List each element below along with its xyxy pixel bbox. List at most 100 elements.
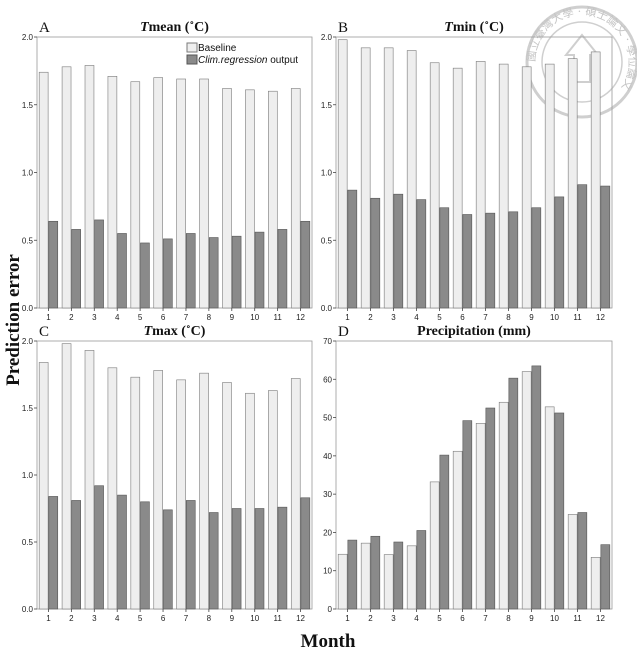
bar-c-baseline-12 — [290, 378, 301, 610]
panel-b: 0.00.51.01.52.01 2 3 4 5 6 7 8 9 10 11 12B Tmin (˚C) — [321, 20, 613, 322]
bar-d-baseline-10 — [544, 406, 555, 610]
x-tick-label-b-10: 10 — [550, 313, 559, 322]
x-tick-label-d-9: 9 — [529, 614, 534, 623]
x-tick-label-b-12: 12 — [596, 313, 605, 322]
legend: Baseline Clim.regression output — [186, 42, 298, 66]
x-tick-label-c-8: 8 — [207, 614, 212, 623]
bar-a-clim-6 — [163, 238, 173, 309]
x-tick-label-a-12: 12 — [296, 313, 305, 322]
bar-b-clim-10 — [554, 196, 565, 309]
panel-letter-c: C — [39, 324, 49, 340]
y-tick-label-a-4: 2.0 — [22, 33, 34, 42]
bar-a-clim-4 — [117, 233, 127, 309]
bar-c-baseline-1 — [38, 362, 49, 610]
bar-c-baseline-8 — [199, 372, 209, 610]
bar-c-baseline-5 — [130, 376, 141, 610]
bar-c-baseline-7 — [176, 379, 186, 610]
university-seal-watermark: 國立臺灣大學 · 碩士論文 · 學位論文 — [525, 5, 637, 119]
y-tick-label-a-2: 1.0 — [22, 169, 34, 178]
y-tick-label-d-5: 50 — [323, 414, 332, 423]
y-tick-label-b-4: 2.0 — [321, 33, 333, 42]
bar-c-baseline-6 — [153, 370, 163, 610]
y-tick-label-d-1: 10 — [323, 567, 332, 576]
x-tick-label-a-4: 4 — [115, 313, 120, 322]
bar-c-baseline-9 — [222, 382, 232, 610]
bar-b-clim-2 — [370, 197, 381, 309]
bar-b-baseline-3 — [383, 47, 394, 309]
bar-b-clim-4 — [416, 199, 427, 309]
bar-b-baseline-9 — [521, 66, 532, 309]
bar-a-baseline-12 — [290, 88, 301, 309]
x-tick-label-b-3: 3 — [391, 313, 396, 322]
legend-label-clim-italic: Clim.regression — [198, 55, 268, 66]
bar-b-clim-11 — [577, 184, 588, 309]
bar-d-baseline-2 — [360, 542, 371, 610]
y-tick-label-b-3: 1.5 — [321, 101, 333, 110]
bar-d-baseline-6 — [452, 450, 463, 610]
bar-b-baseline-2 — [360, 47, 371, 309]
bar-a-clim-3 — [94, 219, 104, 309]
x-tick-label-c-1: 1 — [46, 614, 51, 623]
x-tick-label-c-5: 5 — [138, 614, 143, 623]
x-tick-label-c-7: 7 — [184, 614, 189, 623]
bar-b-clim-8 — [508, 211, 519, 309]
x-tick-label-a-9: 9 — [230, 313, 235, 322]
x-tick-label-c-4: 4 — [115, 614, 120, 623]
y-tick-label-d-2: 20 — [323, 528, 332, 537]
bar-a-baseline-1 — [38, 71, 49, 309]
bar-a-clim-10 — [254, 231, 265, 309]
x-tick-label-c-9: 9 — [230, 614, 235, 623]
x-tick-label-d-11: 11 — [573, 614, 582, 623]
panel-letter-d: D — [338, 324, 349, 340]
legend-swatch-baseline — [186, 42, 198, 53]
x-tick-label-b-7: 7 — [483, 313, 488, 322]
bar-a-baseline-6 — [153, 77, 163, 309]
x-tick-label-c-11: 11 — [273, 614, 282, 623]
bar-d-clim-10 — [554, 412, 565, 610]
bar-c-baseline-10 — [245, 392, 255, 610]
bar-c-clim-10 — [254, 508, 265, 610]
x-tick-label-d-5: 5 — [437, 614, 442, 623]
bar-a-baseline-2 — [61, 66, 72, 309]
y-axis-label: Prediction error — [3, 254, 24, 386]
bar-b-clim-3 — [393, 193, 404, 309]
x-tick-label-a-7: 7 — [184, 313, 189, 322]
bar-d-clim-8 — [508, 377, 519, 610]
bar-b-baseline-7 — [475, 61, 486, 309]
legend-label-baseline: Baseline — [198, 43, 237, 54]
bar-d-baseline-8 — [498, 401, 509, 610]
x-tick-label-d-8: 8 — [506, 614, 511, 623]
plot-frame-d — [335, 340, 613, 610]
bar-c-clim-11 — [277, 506, 288, 610]
bar-d-clim-1 — [347, 539, 358, 610]
panel-title-italic-b: T — [444, 20, 454, 35]
x-tick-label-b-1: 1 — [345, 313, 350, 322]
x-tick-label-a-1: 1 — [46, 313, 51, 322]
x-tick-label-d-2: 2 — [368, 614, 373, 623]
bar-a-baseline-9 — [222, 88, 232, 309]
panel-title-a: Tmean (˚C) — [140, 20, 209, 35]
x-tick-label-a-8: 8 — [207, 313, 212, 322]
x-tick-label-a-10: 10 — [250, 313, 259, 322]
bar-c-clim-12 — [300, 497, 311, 610]
y-tick-label-d-0: 0 — [328, 605, 333, 614]
bar-b-clim-5 — [439, 207, 450, 309]
legend-label-clim: Clim.regression output — [198, 55, 298, 66]
bar-c-baseline-3 — [84, 350, 95, 610]
bar-a-clim-8 — [208, 237, 219, 309]
bar-a-baseline-4 — [107, 76, 118, 309]
y-tick-label-c-3: 1.5 — [22, 404, 34, 413]
legend-label-clim-rest: output — [267, 55, 298, 66]
bar-d-clim-6 — [462, 420, 473, 610]
bar-d-baseline-7 — [475, 423, 486, 610]
bar-b-clim-6 — [462, 214, 473, 309]
x-tick-label-b-11: 11 — [573, 313, 582, 322]
x-tick-label-c-6: 6 — [161, 614, 166, 623]
bar-d-baseline-9 — [521, 371, 532, 610]
x-tick-label-d-6: 6 — [460, 614, 465, 623]
bar-b-baseline-5 — [429, 62, 440, 309]
panel-letter-b: B — [338, 20, 348, 36]
y-tick-label-d-4: 40 — [323, 452, 332, 461]
x-tick-label-d-10: 10 — [550, 614, 559, 623]
